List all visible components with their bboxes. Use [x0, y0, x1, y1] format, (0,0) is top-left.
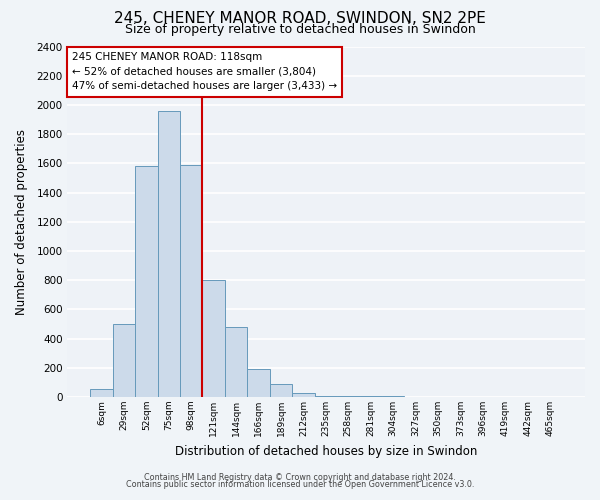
Bar [202, 280, 225, 397]
Text: Size of property relative to detached houses in Swindon: Size of property relative to detached ho… [125, 22, 475, 36]
Bar [382, 396, 404, 397]
Text: 245 CHENEY MANOR ROAD: 118sqm
← 52% of detached houses are smaller (3,804)
47% o: 245 CHENEY MANOR ROAD: 118sqm ← 52% of d… [72, 52, 337, 92]
Bar [158, 111, 180, 397]
Bar [135, 166, 158, 397]
Bar [359, 396, 382, 397]
Text: Contains public sector information licensed under the Open Government Licence v3: Contains public sector information licen… [126, 480, 474, 489]
Bar [225, 327, 247, 397]
Text: Contains HM Land Registry data © Crown copyright and database right 2024.: Contains HM Land Registry data © Crown c… [144, 473, 456, 482]
Bar [91, 389, 113, 397]
Bar [292, 392, 314, 397]
Bar [180, 165, 202, 397]
Text: 245, CHENEY MANOR ROAD, SWINDON, SN2 2PE: 245, CHENEY MANOR ROAD, SWINDON, SN2 2PE [114, 11, 486, 26]
Bar [113, 324, 135, 397]
Bar [247, 370, 270, 397]
Bar [270, 384, 292, 397]
Y-axis label: Number of detached properties: Number of detached properties [15, 129, 28, 315]
X-axis label: Distribution of detached houses by size in Swindon: Distribution of detached houses by size … [175, 444, 477, 458]
Bar [314, 396, 337, 397]
Bar [337, 396, 359, 397]
